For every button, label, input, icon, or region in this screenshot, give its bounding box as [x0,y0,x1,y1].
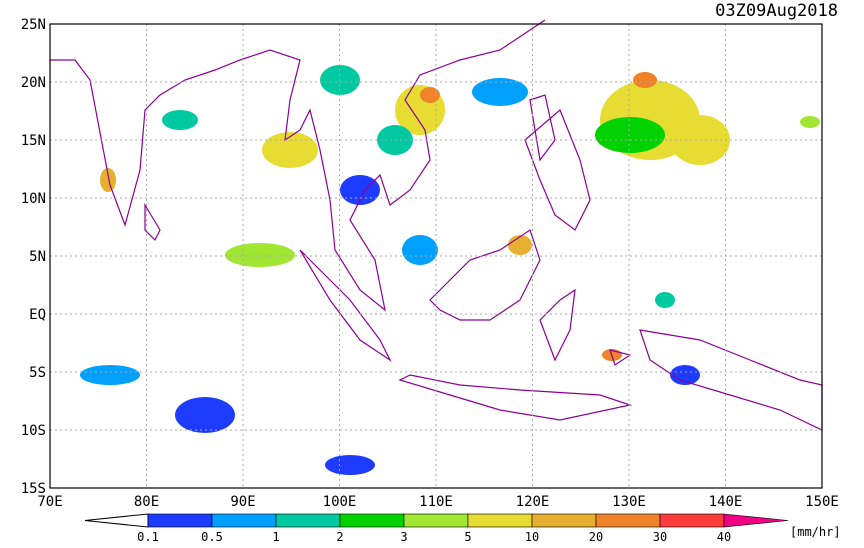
map-frame [49,23,823,489]
lon-label: 130E [612,494,646,510]
lat-label: 20N [21,75,46,91]
lat-label: 5S [29,365,46,381]
colorbar-unit: [mm/hr] [790,525,841,539]
colorbar-swatch [659,513,725,528]
colorbar-label: 2 [336,530,343,544]
colorbar-swatch [275,513,341,528]
colorbar-label: 40 [717,530,731,544]
lat-label: 25N [21,17,46,33]
graticule [50,24,822,488]
lon-label: 120E [516,494,550,510]
colorbar-over [723,513,789,528]
colorbar-swatch [211,513,277,528]
colorbar-label: 0.5 [201,530,223,544]
colorbar-label: 1 [272,530,279,544]
colorbar-label: 30 [653,530,667,544]
map-title: 03Z09Aug2018 [715,1,838,21]
colorbar-swatch [339,513,405,528]
colorbar-swatch [467,513,533,528]
colorbar-label: 0.1 [137,530,159,544]
lon-label: 140E [709,494,743,510]
lon-label: 100E [323,494,357,510]
colorbar-label: 20 [589,530,603,544]
lon-label: 90E [230,494,255,510]
lat-label: 10N [21,191,46,207]
colorbar-label: 10 [525,530,539,544]
coastlines [50,19,823,431]
colorbar-swatch [147,513,213,528]
lat-label: 15S [21,481,46,497]
lat-label: 10S [21,423,46,439]
lon-label: 80E [134,494,159,510]
lon-label: 70E [37,494,62,510]
lat-label: 15N [21,133,46,149]
lon-label: 150E [805,494,839,510]
colorbar-swatch [595,513,661,528]
colorbar: 0.1 0.5 1 2 3 5 10 20 30 40 [84,513,789,544]
colorbar-label: 5 [464,530,471,544]
colorbar-label: 3 [400,530,407,544]
lat-label: 5N [29,249,46,265]
colorbar-swatch [403,513,469,528]
colorbar-swatch [531,513,597,528]
lon-label: 110E [419,494,453,510]
lat-label: EQ [29,307,46,323]
